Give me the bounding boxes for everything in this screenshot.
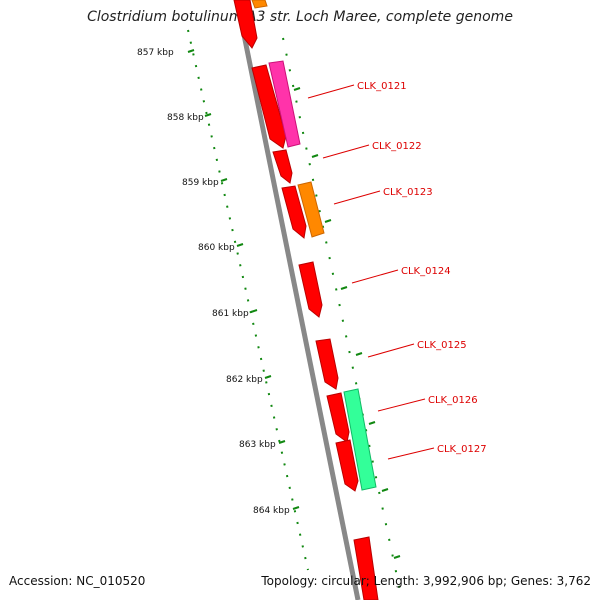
gene-arrow[interactable]: [326, 392, 350, 443]
outer-dotted-guide: [187, 29, 309, 571]
tick-label: 864 kbp: [253, 506, 290, 516]
gene-label-clk0122[interactable]: CLK_0122: [372, 141, 422, 152]
tick-label: 859 kbp: [182, 178, 219, 188]
ruler-tick: [292, 506, 300, 510]
ruler-tick: [187, 49, 195, 53]
tick-label: 861 kbp: [212, 309, 249, 319]
gene-arrow[interactable]: [281, 185, 307, 239]
inner-tick: [355, 352, 363, 356]
label-connector: [333, 190, 381, 205]
tick-label: 863 kbp: [239, 440, 276, 450]
tick-label: 858 kbp: [167, 113, 204, 123]
gene-label-clk0124[interactable]: CLK_0124: [401, 266, 451, 277]
inner-tick: [381, 488, 389, 492]
label-connector: [351, 269, 399, 284]
green-feature[interactable]: [343, 388, 377, 491]
inner-tick: [368, 421, 376, 425]
gene-arrow[interactable]: [233, 0, 258, 49]
map-title: Clostridium botulinum A3 str. Loch Maree…: [87, 9, 513, 25]
ruler-tick: [278, 440, 286, 444]
label-connector: [307, 84, 355, 99]
inner-tick: [340, 286, 348, 290]
tick-label: 862 kbp: [226, 375, 263, 385]
gene-label-clk0127[interactable]: CLK_0127: [437, 444, 487, 455]
gene-label-clk0125[interactable]: CLK_0125: [417, 340, 467, 351]
label-connector: [322, 144, 370, 159]
label-connector: [377, 398, 426, 412]
gene-arrow[interactable]: [353, 536, 379, 600]
magenta-feature[interactable]: [268, 60, 301, 148]
inner-tick: [311, 154, 319, 158]
inner-tick: [293, 87, 301, 91]
genome-backbone: [234, 0, 361, 600]
gene-arrow[interactable]: [272, 149, 293, 184]
tick-label: 857 kbp: [137, 48, 174, 58]
orange-feature[interactable]: [251, 0, 268, 9]
ruler-tick: [204, 113, 212, 117]
gene-arrow[interactable]: [315, 338, 339, 390]
gene-label-clk0123[interactable]: CLK_0123: [383, 187, 433, 198]
label-connector: [387, 447, 435, 460]
gene-arrow[interactable]: [251, 64, 287, 149]
label-connector: [367, 343, 415, 358]
gene-arrow[interactable]: [298, 261, 323, 318]
cds-features: [233, 0, 379, 600]
inner-tick: [393, 555, 401, 559]
gene-label-clk0126[interactable]: CLK_0126: [428, 395, 478, 406]
inner-tick: [324, 219, 332, 223]
ruler-tick: [250, 309, 258, 313]
genome-summary-text: Topology: circular; Length: 3,992,906 bp…: [261, 574, 591, 588]
orange-feature[interactable]: [297, 181, 325, 238]
ruler-tick: [264, 375, 272, 379]
gene-label-clk0121[interactable]: CLK_0121: [357, 81, 407, 92]
ruler-ticks: [187, 49, 300, 510]
tick-label: 860 kbp: [198, 243, 235, 253]
gene-arrow[interactable]: [335, 439, 359, 492]
ruler-tick: [236, 243, 244, 247]
accession-text: Accession: NC_010520: [9, 574, 146, 588]
ruler-tick: [220, 178, 228, 182]
